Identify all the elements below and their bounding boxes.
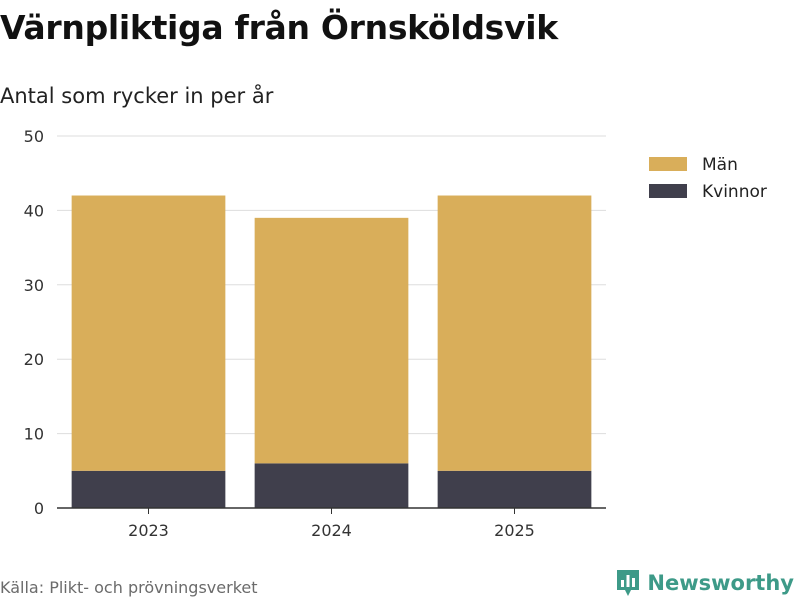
legend-label-kvinnor: Kvinnor — [702, 182, 767, 202]
y-tick-label-0: 0 — [34, 499, 44, 518]
x-axis-ticks: 2023 2024 2025 — [128, 508, 535, 540]
source-note: Källa: Plikt- och prövningsverket — [0, 578, 258, 597]
bar-m-n-2023 — [71, 195, 226, 471]
bar-kvinnor-2025 — [437, 470, 592, 508]
y-tick-label-30: 30 — [24, 276, 44, 295]
chart-title: Värnpliktiga från Örnsköldsvik — [0, 8, 558, 47]
legend-swatch-m-n — [649, 157, 687, 171]
brand-name: Newsworthy — [647, 571, 794, 595]
x-tick-label-2025: 2025 — [494, 521, 535, 540]
brand-logo[interactable]: Newsworthy — [615, 568, 794, 598]
legend: Män Kvinnor — [649, 155, 767, 202]
y-tick-label-10: 10 — [24, 425, 44, 444]
chart-subtitle: Antal som rycker in per år — [0, 84, 274, 108]
x-tick-label-2024: 2024 — [311, 521, 352, 540]
bar-m-n-2024 — [254, 217, 409, 464]
legend-label-m-n: Män — [702, 155, 738, 175]
x-tick-label-2023: 2023 — [128, 521, 169, 540]
stacked-bar-chart: 0 10 20 30 40 50 2023 2024 2025 Män Kvinnor — [24, 127, 767, 540]
bars — [71, 195, 592, 508]
legend-swatch-kvinnor — [649, 184, 687, 198]
y-tick-label-20: 20 — [24, 350, 44, 369]
bar-kvinnor-2023 — [71, 470, 226, 508]
bar-m-n-2025 — [437, 195, 592, 471]
bar-kvinnor-2024 — [254, 463, 409, 508]
newsworthy-logo-icon — [617, 570, 640, 596]
y-tick-label-50: 50 — [24, 127, 44, 146]
y-tick-label-40: 40 — [24, 201, 44, 220]
y-axis-ticks: 0 10 20 30 40 50 — [24, 127, 44, 518]
